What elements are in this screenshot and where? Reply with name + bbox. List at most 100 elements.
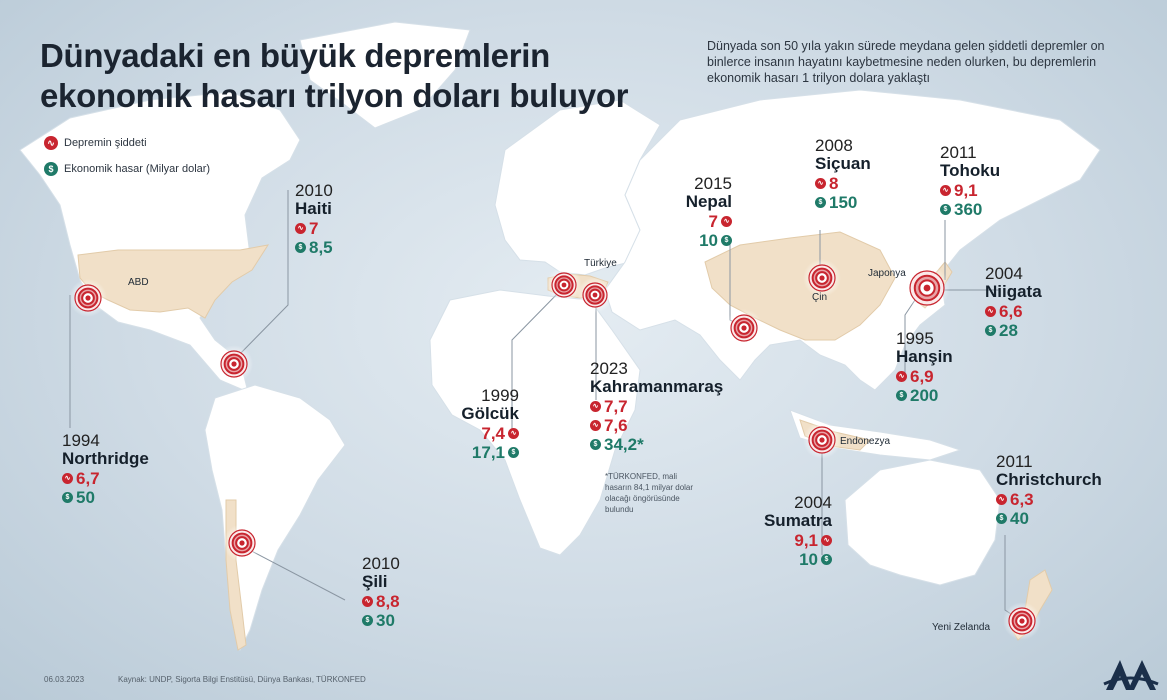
magnitude-row: ∿ 6,3 <box>996 491 1102 508</box>
quake-year: 2010 <box>295 181 333 200</box>
magnitude-value: 6,3 <box>1010 490 1034 509</box>
quake-card-sumatra: 2004 Sumatra 9,1 ∿ 10 $ <box>720 494 832 570</box>
magnitude-row: 7 ∿ <box>650 213 732 230</box>
epicenter-marker <box>215 345 253 383</box>
epicenter-marker <box>803 421 841 459</box>
quake-name: Niigata <box>985 282 1042 301</box>
dollar-icon: $ <box>940 204 951 215</box>
place-label-turkiye: Türkiye <box>584 258 617 269</box>
dollar-icon: $ <box>996 513 1007 524</box>
page-title: Dünyadaki en büyük depremlerin ekonomik … <box>40 36 629 116</box>
place-label-cin: Çin <box>812 292 828 303</box>
quake-year: 2008 <box>815 136 853 155</box>
quake-name: Gölcük <box>461 404 519 423</box>
magnitude-value: 7,7 <box>604 397 628 416</box>
magnitude-row: ∿ 6,9 <box>896 368 953 385</box>
magnitude-value: 6,9 <box>910 367 934 386</box>
magnitude-row: ∿ 7,6 <box>590 417 723 434</box>
quake-year: 1995 <box>896 329 934 348</box>
seismograph-icon: ∿ <box>590 401 601 412</box>
quake-card-haiti: 2010 Haiti ∿ 7 $8,5 <box>295 182 333 258</box>
epicenter-marker <box>803 259 841 297</box>
damage-row: 10 $ <box>650 232 732 249</box>
place-label-japonya: Japonya <box>868 268 906 279</box>
epicenter-marker <box>546 267 582 303</box>
magnitude-value: 6,6 <box>999 302 1023 321</box>
title-line-2: ekonomik hasarı trilyon doları buluyor <box>40 77 629 114</box>
seismograph-icon: ∿ <box>821 535 832 546</box>
damage-row: $150 <box>815 194 871 211</box>
magnitude-value: 7 <box>309 219 319 238</box>
epicenter-marker <box>577 277 613 313</box>
quake-card-golcuk: 1999 Gölcük 7,4 ∿ 17,1 $ <box>437 387 519 463</box>
quake-name: Sumatra <box>763 511 832 530</box>
magnitude-value: 7 <box>708 212 718 231</box>
damage-row: $28 <box>985 322 1042 339</box>
quake-name: Nepal <box>685 192 732 211</box>
epicenter-marker <box>223 524 261 562</box>
place-label-endonezya: Endonezya <box>840 436 891 447</box>
quake-card-northridge: 1994 Northridge ∿ 6,7 $50 <box>62 432 149 508</box>
legend-damage-label: Ekonomik hasar (Milyar dolar) <box>64 163 211 175</box>
dollar-icon: $ <box>508 447 519 458</box>
seismograph-icon: ∿ <box>815 178 826 189</box>
dollar-icon: $ <box>815 197 826 208</box>
magnitude-value: 9,1 <box>954 181 978 200</box>
quake-year: 2004 <box>794 493 832 512</box>
damage-value: 30 <box>376 611 395 630</box>
seismograph-icon: ∿ <box>721 216 732 227</box>
damage-row: $360 <box>940 201 1000 218</box>
magnitude-value: 7,6 <box>604 416 628 435</box>
seismograph-icon: ∿ <box>896 371 907 382</box>
quake-card-christchurch: 2011 Christchurch ∿ 6,3 $40 <box>996 453 1102 529</box>
magnitude-row: ∿ 6,7 <box>62 470 149 487</box>
dollar-icon: $ <box>44 162 58 176</box>
legend-damage: $ Ekonomik hasar (Milyar dolar) <box>44 162 210 176</box>
quake-year: 2023 <box>590 359 628 378</box>
damage-value: 200 <box>910 386 939 405</box>
damage-row: 10 $ <box>720 551 832 568</box>
epicenter-marker <box>69 279 107 317</box>
damage-value: 10 <box>799 550 818 569</box>
damage-value: 17,1 <box>471 443 505 462</box>
dollar-icon: $ <box>62 492 73 503</box>
magnitude-row: ∿ 8 <box>815 175 871 192</box>
damage-value: 50 <box>76 488 95 507</box>
magnitude-row: ∿ 6,6 <box>985 303 1042 320</box>
damage-row: $30 <box>362 612 400 629</box>
dollar-icon: $ <box>821 554 832 565</box>
magnitude-value: 7,4 <box>481 424 505 443</box>
quake-year: 2011 <box>996 452 1033 471</box>
damage-row: $8,5 <box>295 239 333 256</box>
damage-value: 34,2* <box>604 435 644 454</box>
south-america-shape <box>204 384 346 652</box>
quake-name: Kahramanmaraş <box>590 377 724 396</box>
legend-magnitude: ∿ Depremin şiddeti <box>44 136 147 150</box>
seismograph-icon: ∿ <box>985 306 996 317</box>
epicenter-marker <box>904 265 950 311</box>
magnitude-row: ∿ 9,1 <box>940 182 1000 199</box>
magnitude-value: 8,8 <box>376 592 400 611</box>
date-label: 06.03.2023 <box>44 675 85 684</box>
quake-name: Siçuan <box>815 154 871 173</box>
damage-value: 28 <box>999 321 1018 340</box>
damage-row: $200 <box>896 387 953 404</box>
magnitude-row: 9,1 ∿ <box>720 532 832 549</box>
magnitude-row: ∿ 7,7 <box>590 398 723 415</box>
quake-name: Christchurch <box>996 470 1102 489</box>
seismograph-icon: ∿ <box>508 428 519 439</box>
seismograph-icon: ∿ <box>295 223 306 234</box>
place-label-yeni-zelanda: Yeni Zelanda <box>932 622 991 633</box>
magnitude-value: 6,7 <box>76 469 100 488</box>
quake-name: Hanşin <box>896 347 953 366</box>
seismograph-icon: ∿ <box>44 136 58 150</box>
quake-name: Northridge <box>62 449 149 468</box>
quake-year: 2010 <box>362 554 400 573</box>
quake-card-hansin: 1995 Hanşin ∿ 6,9 $200 <box>896 330 953 406</box>
damage-row: $34,2* <box>590 436 723 453</box>
seismograph-icon: ∿ <box>590 420 601 431</box>
magnitude-row: ∿ 7 <box>295 220 333 237</box>
quake-name: Şili <box>362 572 388 591</box>
